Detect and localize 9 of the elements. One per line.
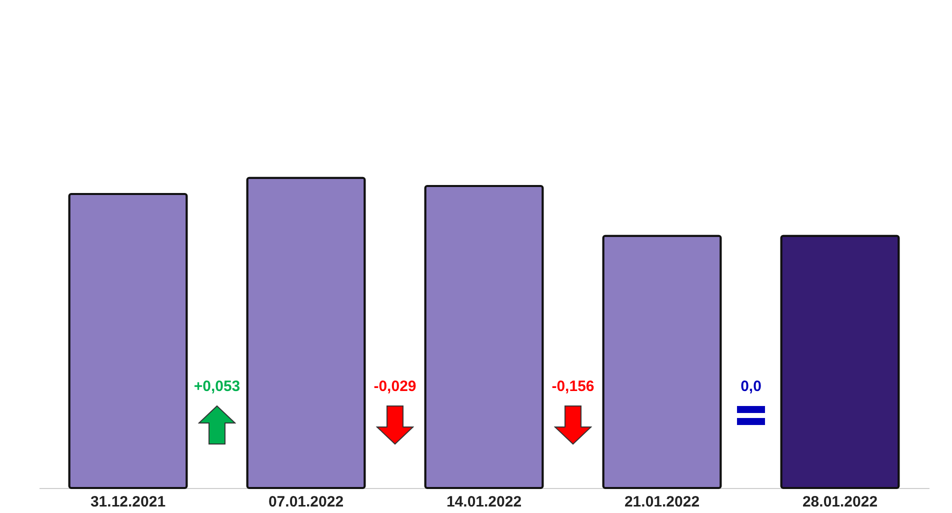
annotation: -0,029 [372,378,418,395]
x-tick-label: 28.01.2022 [802,494,878,510]
x-tick-label: 14.01.2022 [446,494,522,510]
x-tick-label: 21.01.2022 [624,494,700,510]
annotation: -0,156 [550,378,596,395]
annotation: 0,0 [740,378,762,395]
annotation: +0,053 [192,378,242,395]
x-tick-label: 31.12.2021 [90,494,166,510]
x-tick-label: 07.01.2022 [268,494,344,510]
